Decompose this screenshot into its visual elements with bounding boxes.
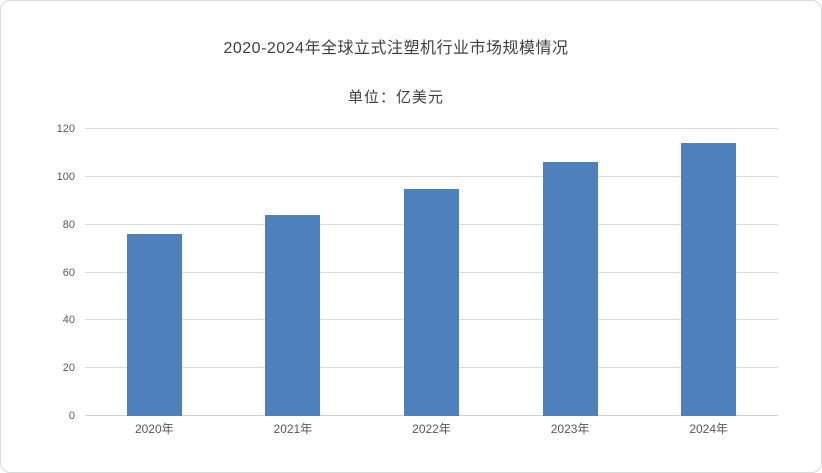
gridline-120 <box>85 128 778 129</box>
chart-subtitle: 单位：亿美元 <box>347 89 444 106</box>
y-tick-label-120: 120 <box>56 123 75 135</box>
bar-2022年 <box>404 188 459 416</box>
x-tick-label-2021年: 2021年 <box>273 422 313 436</box>
bar-2023年 <box>542 162 598 416</box>
x-axis-labels: 2020年 2021年 2022年 2023年 2024年 <box>85 421 778 439</box>
plot-area <box>85 128 778 416</box>
y-tick-label-100: 100 <box>56 170 75 183</box>
y-axis-labels: 0 20 40 60 80 100 120 <box>1 123 75 422</box>
y-tick-label-0: 0 <box>68 410 75 422</box>
y-tick-label-20: 20 <box>62 362 75 375</box>
x-tick-label-2024年: 2024年 <box>689 422 729 436</box>
chart-title: 2020-2024年全球立式注塑机行业市场规模情况 <box>223 40 569 57</box>
bar-2024年 <box>681 143 737 416</box>
x-tick-label-2022年: 2022年 <box>412 422 451 436</box>
gridline-100 <box>85 175 778 177</box>
y-tick-label-40: 40 <box>62 314 75 327</box>
bar-2021年 <box>265 215 321 416</box>
x-tick-label-2023年: 2023年 <box>550 422 590 436</box>
x-tick-label-2020年: 2020年 <box>134 422 174 436</box>
y-tick-label-60: 60 <box>62 266 75 279</box>
y-tick-label-80: 80 <box>62 218 75 231</box>
bar-2020年 <box>126 234 182 416</box>
